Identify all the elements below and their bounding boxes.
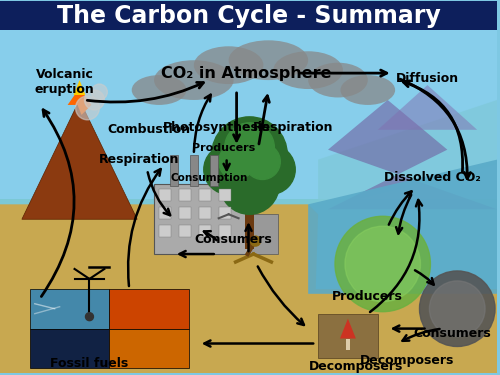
Circle shape — [220, 154, 280, 214]
Bar — [179, 207, 191, 219]
Ellipse shape — [308, 63, 368, 98]
Bar — [199, 189, 210, 201]
Circle shape — [224, 123, 274, 172]
Text: Volcanic
eruption: Volcanic eruption — [34, 68, 94, 96]
Polygon shape — [378, 85, 477, 130]
Bar — [154, 184, 248, 254]
Polygon shape — [0, 30, 497, 374]
Ellipse shape — [340, 75, 395, 105]
Ellipse shape — [194, 46, 264, 84]
Polygon shape — [328, 100, 497, 209]
Circle shape — [92, 84, 108, 100]
Text: Diffusion: Diffusion — [396, 72, 459, 85]
Text: CO₂ in Atmosphere: CO₂ in Atmosphere — [162, 66, 332, 81]
Circle shape — [76, 96, 100, 120]
Bar — [190, 154, 198, 186]
Bar — [199, 225, 210, 237]
Circle shape — [86, 313, 94, 321]
Text: The Carbon Cycle - Summary: The Carbon Cycle - Summary — [56, 4, 440, 28]
Bar — [199, 207, 210, 219]
Polygon shape — [318, 100, 497, 209]
Bar — [346, 339, 350, 351]
Bar — [179, 225, 191, 237]
Circle shape — [430, 281, 485, 336]
Bar — [30, 289, 110, 328]
Circle shape — [212, 117, 288, 192]
Text: Respiration: Respiration — [253, 121, 334, 134]
Polygon shape — [308, 289, 497, 374]
Bar — [210, 154, 218, 186]
Circle shape — [335, 216, 430, 312]
Text: Consumers: Consumers — [414, 327, 491, 340]
Ellipse shape — [274, 51, 343, 89]
Text: Consumers: Consumers — [194, 232, 272, 246]
Bar — [159, 225, 171, 237]
Circle shape — [84, 90, 104, 110]
Bar — [110, 289, 189, 328]
Bar — [218, 207, 230, 219]
Polygon shape — [68, 88, 92, 115]
Bar — [159, 189, 171, 201]
Ellipse shape — [228, 40, 308, 80]
Polygon shape — [340, 319, 356, 339]
Bar — [30, 328, 110, 368]
Text: Consumption: Consumption — [170, 172, 248, 183]
Bar — [244, 194, 254, 249]
Polygon shape — [74, 80, 86, 95]
Polygon shape — [0, 200, 497, 374]
Polygon shape — [22, 100, 137, 219]
Bar — [159, 207, 171, 219]
Text: Photosynthesis: Photosynthesis — [163, 121, 270, 134]
Bar — [170, 154, 178, 186]
Bar — [110, 328, 189, 368]
Text: Decomposers: Decomposers — [308, 360, 403, 373]
Polygon shape — [0, 204, 318, 374]
Ellipse shape — [132, 75, 186, 105]
Text: Dissolved CO₂: Dissolved CO₂ — [384, 171, 481, 184]
Ellipse shape — [154, 60, 234, 100]
Circle shape — [218, 144, 254, 180]
Circle shape — [204, 145, 254, 194]
Bar — [248, 214, 278, 254]
Text: Fossil fuels: Fossil fuels — [50, 357, 128, 370]
Bar — [318, 314, 378, 358]
Circle shape — [244, 144, 280, 180]
Bar — [218, 225, 230, 237]
Bar — [179, 189, 191, 201]
Text: Producers: Producers — [332, 290, 403, 303]
Text: Decomposers: Decomposers — [360, 354, 454, 367]
Text: Producers: Producers — [192, 142, 256, 153]
Text: Combustion: Combustion — [108, 123, 190, 136]
Circle shape — [246, 145, 295, 194]
Circle shape — [250, 236, 260, 246]
Circle shape — [345, 226, 420, 302]
Polygon shape — [0, 0, 497, 30]
Polygon shape — [308, 160, 497, 294]
Text: Respiration: Respiration — [99, 153, 180, 166]
Bar — [218, 189, 230, 201]
Circle shape — [420, 271, 495, 346]
